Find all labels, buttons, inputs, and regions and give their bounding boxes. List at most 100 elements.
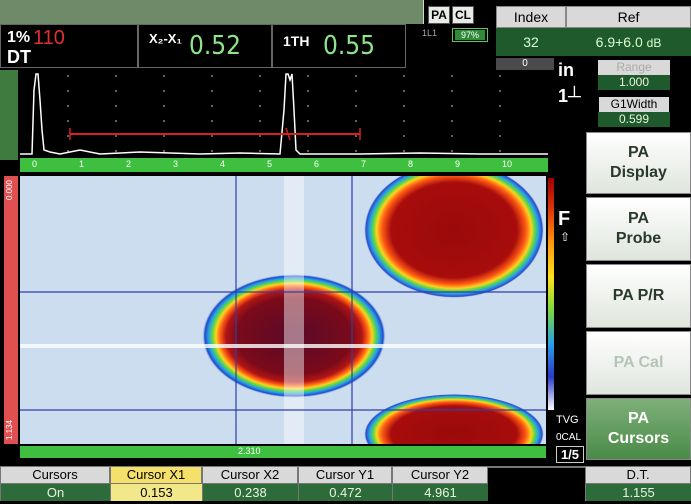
- ascan-panel[interactable]: [20, 70, 548, 158]
- thickness-readout: 1TH 0.55: [272, 24, 406, 68]
- grid-dot: [115, 90, 117, 92]
- grid-dot: [403, 150, 405, 152]
- indication-blob-center: [202, 274, 386, 398]
- ascan-tick-label: 2: [126, 159, 132, 169]
- range-label: Range: [598, 60, 670, 75]
- unit-label: in: [558, 60, 574, 80]
- ascan-axis-ruler: 0 1 2 3 4 5 6 7 8 9 10: [20, 158, 548, 172]
- param-dt-value[interactable]: 1.155: [585, 484, 691, 501]
- cursor-delta-label: X₂-X₁: [149, 31, 182, 46]
- focus-label: F: [558, 208, 571, 230]
- grid-dot: [259, 75, 261, 77]
- ascan-tick-label: 3: [173, 159, 179, 169]
- grid-dot: [307, 75, 309, 77]
- cursor-x1-band: [284, 176, 304, 444]
- param-cursor-x1-value[interactable]: 0.153: [110, 484, 202, 501]
- param-cursor-x2-label[interactable]: Cursor X2: [202, 466, 298, 484]
- param-cursor-y1-value[interactable]: 0.472: [298, 484, 392, 501]
- grid-dot: [67, 105, 69, 107]
- gate-width-label: G1Width: [598, 96, 670, 113]
- grid-dot: [403, 75, 405, 77]
- grid-dot: [163, 120, 165, 122]
- grid-dot: [163, 75, 165, 77]
- sscan-image[interactable]: [20, 176, 546, 444]
- status-strip-segment: [248, 0, 424, 24]
- grid-dot: [307, 150, 309, 152]
- param-cursor-y2-label[interactable]: Cursor Y2: [392, 466, 488, 484]
- grid-dot: [259, 150, 261, 152]
- sscan-bottom-depth: 1.134: [5, 419, 14, 440]
- ascan-waveform: [20, 73, 548, 155]
- param-cursor-x1-label[interactable]: Cursor X1: [110, 466, 202, 484]
- ascan-plot: [20, 73, 548, 155]
- ascan-tick-label: 6: [314, 159, 320, 169]
- index-value[interactable]: 32: [496, 28, 566, 56]
- ref-header: Ref: [566, 6, 691, 28]
- param-cursor-x2-value[interactable]: 0.238: [202, 484, 298, 501]
- gate-indicator: 1L1: [422, 28, 438, 38]
- indication-blob-lower-right: [364, 394, 544, 444]
- menu-pa-cal[interactable]: PA Cal: [586, 331, 691, 395]
- grid-dot: [259, 105, 261, 107]
- grid-dot: [307, 120, 309, 122]
- thickness-value: 0.55: [323, 31, 376, 61]
- grid-dot: [259, 120, 261, 122]
- battery-level: 97%: [455, 30, 485, 40]
- ref-value[interactable]: 6.9+6.0 dB: [566, 28, 691, 56]
- sscan-depth-scale: 0.000 1.134: [4, 176, 18, 444]
- grid-dot: [115, 135, 117, 137]
- grid-dot: [499, 120, 501, 122]
- grid-dot: [211, 135, 213, 137]
- grid-dot: [67, 75, 69, 77]
- ascan-tick-label: 8: [408, 159, 414, 169]
- param-dt-label[interactable]: D.T.: [585, 466, 691, 484]
- sscan-top-depth: 0.000: [5, 180, 14, 201]
- grid-dot: [259, 135, 261, 137]
- param-cursor-y1-label[interactable]: Cursor Y1: [298, 466, 392, 484]
- menu-pa-cal-label: PA Cal: [613, 354, 664, 371]
- sscan-bottom-ruler-value: 2.310: [238, 446, 261, 456]
- cursor-delta-readout: X₂-X₁ 0.52: [138, 24, 272, 68]
- gate-mode-icon: 1┴: [558, 86, 581, 106]
- menu-pa-cursors[interactable]: PA Cursors: [586, 398, 691, 460]
- menu-pa-cursors-label: PA Cursors: [607, 410, 670, 447]
- grid-dot: [451, 105, 453, 107]
- cal-indicator: 0CAL: [556, 432, 582, 443]
- ref-value-text: 6.9+6.0: [595, 34, 643, 50]
- parameter-bar: Cursors On Cursor X1 0.153 Cursor X2 0.2…: [0, 466, 691, 504]
- grid-dot: [451, 120, 453, 122]
- grid-dot: [451, 135, 453, 137]
- param-cursors-value[interactable]: On: [0, 484, 110, 501]
- gate-width-value[interactable]: 0.599: [598, 112, 670, 127]
- indication-blob-upper-right: [364, 176, 544, 298]
- grid-dot: [211, 150, 213, 152]
- menu-pa-pr-label: PA P/R: [612, 287, 665, 304]
- menu-pa-pr[interactable]: PA P/R: [586, 264, 691, 328]
- gate-detection-marker: [285, 127, 291, 141]
- grid-dot: [499, 150, 501, 152]
- grid-dot: [307, 105, 309, 107]
- grid-dot: [115, 75, 117, 77]
- focus-arrow-icon: ⇧: [560, 230, 571, 244]
- battery-indicator: 97%: [452, 28, 488, 42]
- param-cursors-label[interactable]: Cursors: [0, 466, 110, 484]
- grid-dot: [355, 150, 357, 152]
- amplitude-mode: DT: [7, 47, 31, 67]
- param-cursor-y2-value[interactable]: 4.961: [392, 484, 488, 501]
- menu-pa-probe-label: PA Probe: [615, 210, 662, 247]
- grid-dot: [259, 90, 261, 92]
- page-indicator: 1/5: [556, 446, 584, 463]
- ascan-tick-label: 9: [455, 159, 461, 169]
- range-value[interactable]: 1.000: [598, 75, 670, 90]
- menu-pa-display[interactable]: PA Display: [586, 132, 691, 194]
- grid-dot: [403, 120, 405, 122]
- cursor-delta-value: 0.52: [189, 31, 242, 61]
- grid-dot: [115, 105, 117, 107]
- grid-dot: [451, 150, 453, 152]
- grid-dot: [307, 90, 309, 92]
- ascan-vertical-scale: [0, 70, 18, 160]
- grid-dot: [211, 105, 213, 107]
- grid-dot: [499, 90, 501, 92]
- param-empty-label: [488, 466, 585, 468]
- menu-pa-probe[interactable]: PA Probe: [586, 197, 691, 261]
